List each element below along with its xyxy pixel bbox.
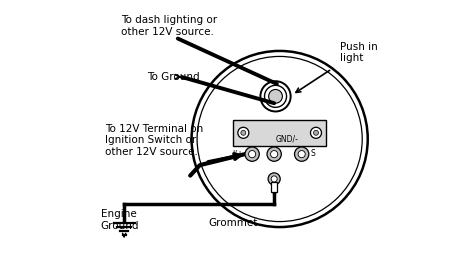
Circle shape	[271, 151, 278, 158]
Circle shape	[271, 176, 277, 182]
Circle shape	[298, 151, 305, 158]
Circle shape	[245, 147, 259, 161]
Bar	[233, 120, 327, 146]
Text: To Ground: To Ground	[147, 72, 200, 82]
Circle shape	[310, 127, 321, 138]
Bar	[271, 182, 277, 192]
Text: Grommet: Grommet	[208, 218, 257, 228]
Text: To dash lighting or
other 12V source.: To dash lighting or other 12V source.	[121, 15, 218, 37]
Text: S: S	[310, 149, 315, 158]
Text: GND/-: GND/-	[275, 135, 299, 144]
Text: Engine
Ground: Engine Ground	[101, 209, 139, 231]
Circle shape	[268, 173, 280, 185]
Circle shape	[241, 130, 246, 135]
Text: Push in
light: Push in light	[340, 41, 378, 63]
Circle shape	[294, 147, 309, 161]
Text: To 12V Terminal on
Ignition Switch or
other 12V source.: To 12V Terminal on Ignition Switch or ot…	[105, 124, 203, 157]
Circle shape	[269, 90, 283, 103]
Circle shape	[313, 130, 319, 135]
Text: I/+: I/+	[232, 149, 243, 158]
Circle shape	[238, 127, 249, 138]
Circle shape	[248, 151, 255, 158]
Circle shape	[267, 147, 281, 161]
